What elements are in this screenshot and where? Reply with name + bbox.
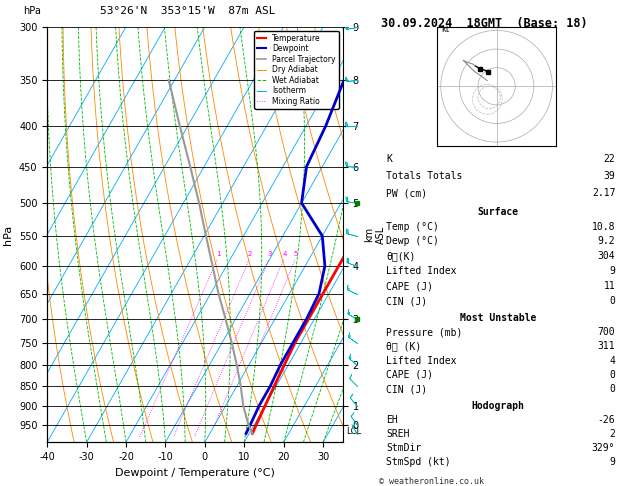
Text: CIN (J): CIN (J) [386,384,427,394]
Text: StmDir: StmDir [386,443,421,453]
Text: 0: 0 [610,296,615,306]
Text: Surface: Surface [477,207,519,217]
Y-axis label: km
ASL: km ASL [364,226,386,243]
Text: 304: 304 [598,251,615,261]
Text: 4: 4 [282,251,287,257]
Text: θᴄ(K): θᴄ(K) [386,251,415,261]
Text: 22: 22 [604,154,615,164]
Text: Hodograph: Hodograph [472,400,525,411]
Text: 30.09.2024  18GMT  (Base: 18): 30.09.2024 18GMT (Base: 18) [381,17,587,30]
Text: Lifted Index: Lifted Index [386,266,457,277]
Text: -26: -26 [598,415,615,425]
Text: 0: 0 [610,384,615,394]
Text: 2: 2 [610,429,615,439]
Y-axis label: hPa: hPa [3,225,13,244]
Text: Lifted Index: Lifted Index [386,356,457,365]
Text: kt: kt [441,25,449,35]
X-axis label: Dewpoint / Temperature (°C): Dewpoint / Temperature (°C) [115,468,275,478]
Text: CIN (J): CIN (J) [386,296,427,306]
Text: CAPE (J): CAPE (J) [386,370,433,380]
Text: θᴄ (K): θᴄ (K) [386,342,421,351]
Text: 53°26'N  353°15'W  87m ASL: 53°26'N 353°15'W 87m ASL [101,6,276,17]
Text: PW (cm): PW (cm) [386,188,427,198]
Text: Most Unstable: Most Unstable [460,313,537,323]
Text: EH: EH [386,415,398,425]
Text: SREH: SREH [386,429,409,439]
Text: 5: 5 [294,251,298,257]
Text: 10.8: 10.8 [592,222,615,231]
Text: 9.2: 9.2 [598,236,615,246]
Text: K: K [386,154,392,164]
Text: Pressure (mb): Pressure (mb) [386,327,462,337]
Text: 39: 39 [604,171,615,181]
Text: 4: 4 [610,356,615,365]
Text: LCL: LCL [346,427,361,436]
Text: 0: 0 [610,370,615,380]
Text: Temp (°C): Temp (°C) [386,222,439,231]
Text: CAPE (J): CAPE (J) [386,281,433,291]
Text: 3: 3 [268,251,272,257]
Text: 700: 700 [598,327,615,337]
Text: Dewp (°C): Dewp (°C) [386,236,439,246]
Text: 2.17: 2.17 [592,188,615,198]
Legend: Temperature, Dewpoint, Parcel Trajectory, Dry Adiabat, Wet Adiabat, Isotherm, Mi: Temperature, Dewpoint, Parcel Trajectory… [254,31,339,109]
Text: © weatheronline.co.uk: © weatheronline.co.uk [379,477,484,486]
Text: 2: 2 [248,251,252,257]
Text: 9: 9 [610,457,615,467]
Text: 11: 11 [604,281,615,291]
Text: hPa: hPa [23,6,42,17]
Text: StmSpd (kt): StmSpd (kt) [386,457,450,467]
Text: 329°: 329° [592,443,615,453]
Text: 9: 9 [610,266,615,277]
Text: 311: 311 [598,342,615,351]
Text: Totals Totals: Totals Totals [386,171,462,181]
Text: 1: 1 [216,251,221,257]
